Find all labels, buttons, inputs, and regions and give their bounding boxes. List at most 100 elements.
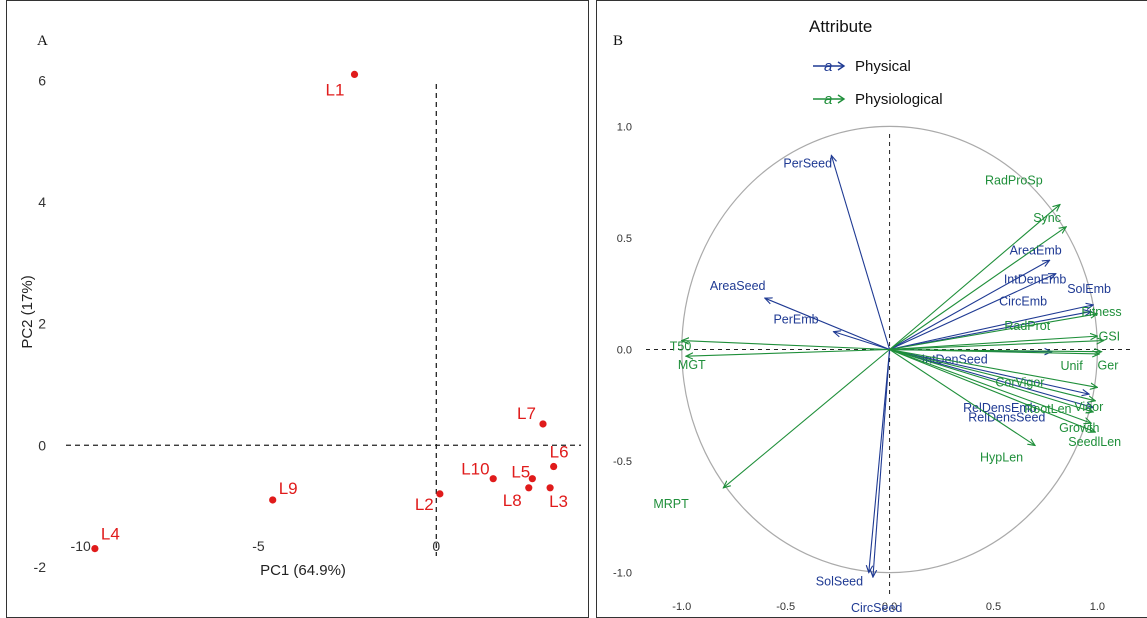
vector-radprosp xyxy=(889,204,1060,350)
point-l2 xyxy=(436,490,444,498)
point-l3 xyxy=(546,484,554,492)
vector-vigor xyxy=(889,348,1096,401)
vector-label-intdenemb: IntDenEmb xyxy=(1004,273,1067,287)
y-tick-label: 6 xyxy=(38,72,46,88)
vector-label-sync: Sync xyxy=(1033,211,1061,225)
y-tick-label: -0.5 xyxy=(613,456,632,468)
legend-item-physiological: a Physiological xyxy=(811,90,943,108)
vector-rootlen xyxy=(889,348,1094,412)
point-l9 xyxy=(269,496,277,504)
vector-label-unif: Unif xyxy=(1060,359,1083,373)
vector-label-vigor: Vigor xyxy=(1074,400,1103,414)
x-tick-label: -1.0 xyxy=(672,601,691,613)
vector-seedllen xyxy=(889,348,1096,433)
point-label-l5: L5 xyxy=(511,463,530,482)
vector-solseed xyxy=(869,349,891,573)
y-tick-label: 0.0 xyxy=(617,345,632,357)
legend-label-physiological: Physiological xyxy=(855,90,943,108)
loading-plot: -1.0 -0.5 0.0 0.5 1.0 -1.0 -0.5 0.0 0.5 1.0 PerSee… xyxy=(613,121,1131,615)
x-tick-label: 0.0 xyxy=(882,601,897,613)
point-label-l8: L8 xyxy=(503,491,522,510)
y-tick-label: 2 xyxy=(38,316,46,332)
y-tick-label: 0 xyxy=(38,437,46,453)
point-l10 xyxy=(489,475,497,483)
vector-radprot xyxy=(889,336,1098,351)
vector-corvigor xyxy=(889,348,1098,388)
vector-reldensemb xyxy=(889,348,1089,395)
point-l1 xyxy=(350,70,359,78)
vector-label-areaseed: AreaSeed xyxy=(710,279,766,293)
vector-reldensseed xyxy=(889,348,1094,408)
vector-label-solseed: SolSeed xyxy=(816,575,863,589)
legend-key-physical: a xyxy=(813,58,846,75)
vector-label-mrpt: MRPT xyxy=(653,497,689,511)
vector-label-peremb: PerEmb xyxy=(773,313,818,327)
vector-sync xyxy=(889,227,1067,350)
vector-label-fitness: Fitness xyxy=(1081,305,1121,319)
point-label-l4: L4 xyxy=(101,525,120,544)
vector-label-areaemb: AreaEmb xyxy=(1010,243,1062,257)
y-tick-label: -2 xyxy=(34,559,47,575)
vector-unif xyxy=(889,348,1100,354)
vector-label-gsi: GSI xyxy=(1099,330,1121,344)
vector-label-mgt: MGT xyxy=(678,358,706,372)
point-label-l1: L1 xyxy=(326,80,345,99)
x-axis-title: PC1 (64.9%) xyxy=(260,562,346,579)
y-tick-label: 0.5 xyxy=(617,233,632,245)
point-label-l2: L2 xyxy=(415,495,434,514)
score-plot-panel: A -10 -5 0 -2 0 2 4 6 PC1 (64.9%) PC2 (17%) L1 L2 L3… xyxy=(6,0,589,618)
vector-label-seedllen: SeedlLen xyxy=(1068,435,1121,449)
x-tick-label: 1.0 xyxy=(1090,601,1105,613)
y-tick-label: 4 xyxy=(38,194,46,210)
vector-t50 xyxy=(682,341,890,351)
vector-label-circemb: CircEmb xyxy=(999,295,1047,309)
vector-solemb xyxy=(889,305,1094,351)
vector-label-radprosp: RadProSp xyxy=(985,173,1043,187)
vector-circseed xyxy=(873,349,891,578)
vector-label-radprot: RadProt xyxy=(1004,319,1050,333)
point-l8 xyxy=(525,484,533,492)
legend-title: Attribute xyxy=(809,17,873,36)
panel-a-letter: A xyxy=(37,33,48,49)
vector-hyplen xyxy=(889,349,1035,446)
point-l5 xyxy=(528,475,536,483)
vector-label-solemb: SolEmb xyxy=(1067,282,1111,296)
vector-growth xyxy=(889,348,1092,424)
y-axis-title: PC2 (17%) xyxy=(19,275,36,348)
point-l6 xyxy=(550,462,558,471)
x-tick-label: -10 xyxy=(71,538,91,554)
vector-gsi xyxy=(889,341,1104,351)
point-label-l9: L9 xyxy=(279,479,298,498)
vector-mgt xyxy=(686,348,890,357)
x-tick-label: 0.5 xyxy=(986,601,1001,613)
point-label-l3: L3 xyxy=(549,492,568,511)
point-l7 xyxy=(539,420,547,428)
vector-perseed xyxy=(831,155,891,350)
y-tick-label: 1.0 xyxy=(617,121,632,133)
vector-label-rootlen: RootLen xyxy=(1024,402,1071,416)
legend-label-physical: Physical xyxy=(855,57,911,75)
legend-key-physiological: a xyxy=(813,91,846,108)
vector-label-growth: Growth xyxy=(1059,421,1099,435)
point-l4 xyxy=(91,545,99,553)
vector-areaseed xyxy=(765,298,890,351)
vector-label-reldensemb: RelDensEmb xyxy=(963,401,1037,415)
x-tick-label: -5 xyxy=(252,538,265,554)
vector-peremb xyxy=(833,332,890,351)
vector-label-circseed: CircSeed xyxy=(851,601,902,615)
y-tick-label: -1.0 xyxy=(613,568,632,580)
vector-intdenemb xyxy=(889,274,1056,351)
vector-label-perseed: PerSeed xyxy=(783,156,832,170)
point-label-l7: L7 xyxy=(517,404,536,423)
point-label-l6: L6 xyxy=(550,443,569,462)
score-plot: -10 -5 0 -2 0 2 4 6 PC1 (64.9%) PC2 (17%) L1 L2 L3 L4… xyxy=(19,70,581,579)
vector-areaemb xyxy=(889,260,1050,350)
x-tick-label: 0 xyxy=(432,538,440,554)
x-tick-label: -0.5 xyxy=(776,601,795,613)
legend-item-physical: a Physical xyxy=(811,57,911,75)
series-physical: PerSeedAreaSeedPerEmbAreaEmbIntDenEmbSol… xyxy=(710,155,1111,615)
series-physiological: RadProSpSyncFitnessRadProtGSIGerUnifCorV… xyxy=(653,173,1121,510)
vector-label-hyplen: HypLen xyxy=(980,450,1023,464)
vector-label-ger: Ger xyxy=(1098,359,1119,373)
vector-label-t50: T50 xyxy=(670,340,692,354)
